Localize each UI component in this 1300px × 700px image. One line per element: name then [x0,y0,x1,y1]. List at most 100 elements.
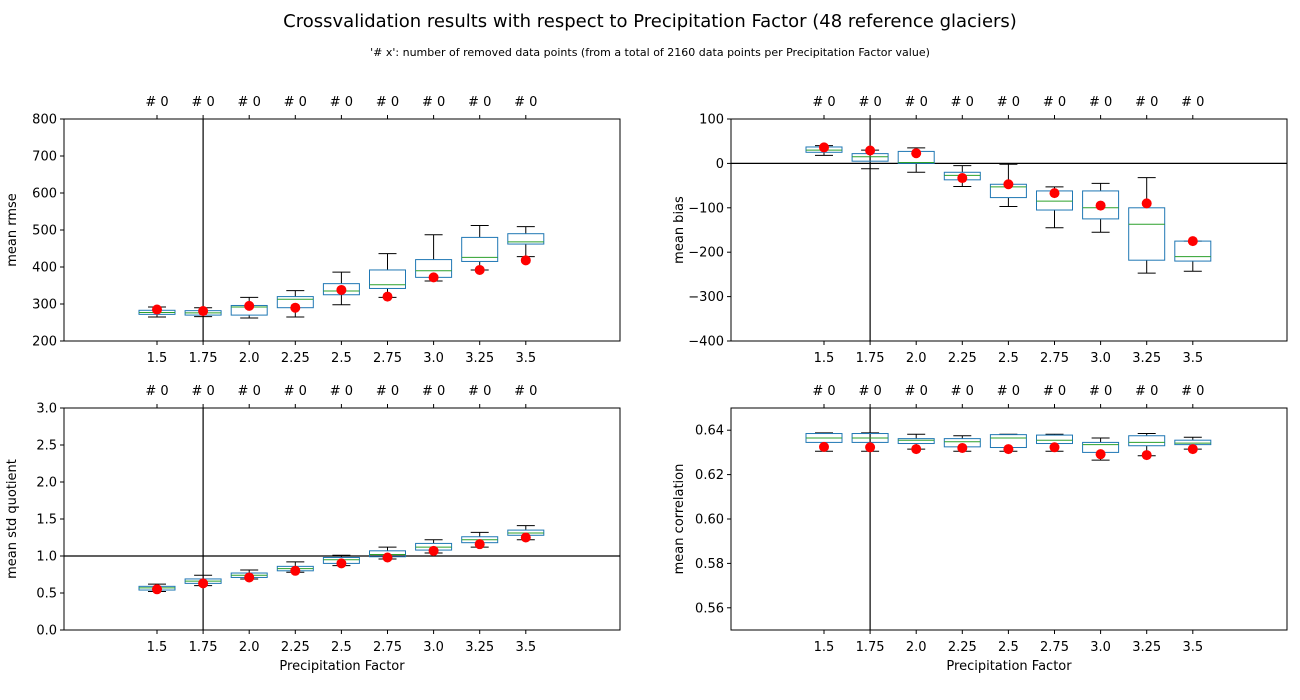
y-tick-label: −100 [688,201,724,216]
x-tick-label: 2.0 [906,351,927,366]
mean-marker [382,552,393,563]
axes-frame [730,118,1288,342]
mean-marker [152,304,162,315]
x-tick-label: 2.75 [1040,640,1069,655]
x-axis-label: Precipitation Factor [279,659,405,674]
y-tick-label: 0.58 [695,557,724,572]
mean-marker [382,291,393,302]
y-tick-label: 1.0 [36,550,57,565]
box-2.5 [989,163,1027,207]
mean-marker [520,532,531,543]
mean-marker [336,284,347,295]
top-count-label: # 0 [951,95,974,110]
x-tick-label: 2.75 [373,640,402,655]
box-3.25 [1128,433,1166,461]
mean-marker [198,578,209,589]
x-tick-label: 3.0 [1090,351,1111,366]
top-count-label: # 0 [951,384,974,399]
x-tick-label: 2.25 [281,351,310,366]
x-tick-label: 2.0 [239,640,260,655]
box-1.5 [138,583,176,595]
y-tick-label: 0.62 [695,468,724,483]
box-3.25 [461,225,499,275]
top-count-label: # 0 [1089,95,1112,110]
x-tick-label: 3.25 [465,351,494,366]
y-tick-label: 0.60 [695,513,724,528]
top-count-label: # 0 [238,95,261,110]
x-tick-label: 2.75 [373,351,402,366]
y-tick-label: 800 [32,113,57,128]
x-tick-label: 1.5 [814,351,835,366]
y-axis-label: mean correlation [672,464,687,575]
x-tick-label: 3.25 [1132,351,1161,366]
x-tick-label: 3.0 [423,351,444,366]
box-3.25 [461,531,499,550]
x-tick-label: 2.25 [948,351,977,366]
box-3.0 [415,539,453,556]
box-3.5 [1174,236,1212,272]
box-3.0 [1082,437,1120,461]
axes-frame [730,407,1288,631]
top-count-label: # 0 [238,384,261,399]
x-tick-label: 1.5 [814,640,835,655]
top-count-label: # 0 [514,95,537,110]
y-axis-label: mean bias [672,196,687,264]
top-count-label: # 0 [905,95,928,110]
top-count-label: # 0 [284,384,307,399]
y-tick-label: −200 [688,246,724,261]
x-tick-label: 3.0 [423,640,444,655]
top-count-label: # 0 [284,95,307,110]
top-count-label: # 0 [468,95,491,110]
y-tick-label: 300 [32,298,57,313]
y-tick-label: 500 [32,224,57,239]
axes-frame [63,407,621,631]
x-tick-label: 2.5 [331,351,352,366]
box-3.5 [507,226,545,266]
y-tick-label: 0.64 [695,424,724,439]
box-2.0 [230,296,268,319]
mean-marker [1187,444,1198,455]
mean-marker [911,148,922,159]
top-count-label: # 0 [191,95,214,110]
x-tick-label: 2.5 [998,640,1019,655]
figure-subtitle: '# x': number of removed data points (fr… [370,46,930,59]
iqr-box [1128,207,1166,261]
box-2.75 [369,253,406,302]
x-tick-label: 1.75 [189,351,218,366]
mean-marker [244,300,255,311]
y-tick-label: 2.0 [36,476,57,491]
box-2.5 [322,271,360,306]
y-tick-label: 100 [699,113,724,128]
x-tick-label: 1.5 [147,351,168,366]
y-tick-label: 400 [32,261,57,276]
x-tick-label: 1.75 [189,640,218,655]
top-count-label: # 0 [997,95,1020,110]
y-tick-label: 1.5 [36,513,57,528]
top-count-label: # 0 [812,95,835,110]
top-count-label: # 0 [330,384,353,399]
axes-frame [63,118,621,342]
x-tick-label: 3.5 [1182,351,1203,366]
x-tick-label: 2.5 [331,640,352,655]
mean-marker [957,173,968,184]
top-count-label: # 0 [376,95,399,110]
box-3.5 [1174,436,1212,455]
box-2.25 [276,290,314,318]
x-tick-label: 2.0 [906,640,927,655]
y-tick-label: 3.0 [36,402,57,417]
y-tick-label: −300 [688,290,724,305]
x-tick-label: 2.75 [1040,351,1069,366]
top-count-label: # 0 [858,384,881,399]
x-tick-label: 1.75 [856,640,885,655]
box-3.0 [415,234,453,283]
mean-marker [290,302,301,313]
box-2.25 [943,435,981,453]
box-3.5 [507,525,545,543]
mean-marker [819,142,829,153]
top-count-label: # 0 [812,384,835,399]
box-2.25 [276,561,314,576]
top-count-label: # 0 [191,384,214,399]
mean-marker [290,565,301,576]
box-2.75 [369,546,406,563]
